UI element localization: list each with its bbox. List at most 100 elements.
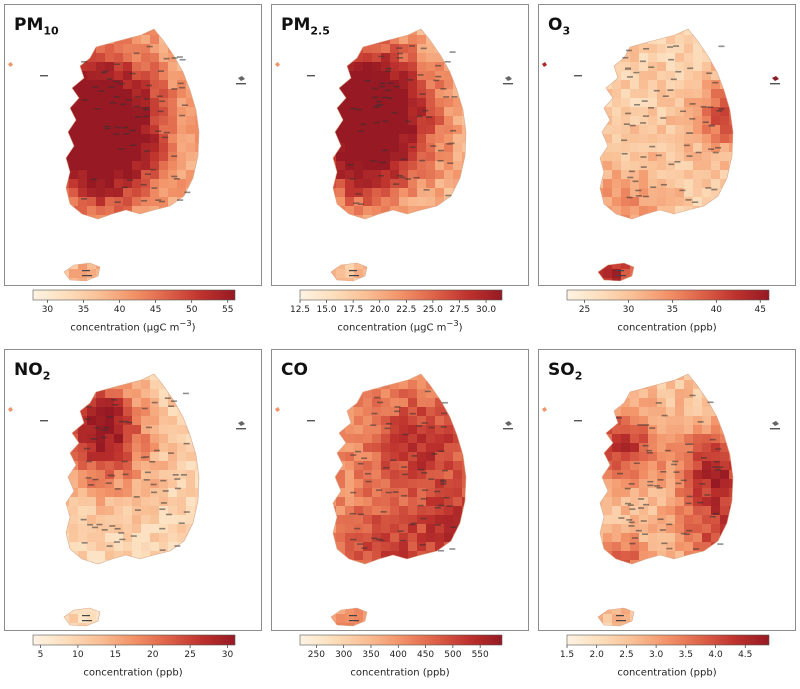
colorbar-tick-label: 250 — [308, 650, 325, 660]
map-region — [738, 551, 748, 561]
map-region — [159, 278, 169, 281]
map-region — [186, 143, 196, 153]
map-region — [720, 80, 730, 90]
map-region — [720, 143, 730, 153]
map-region — [598, 242, 604, 252]
map-region — [78, 80, 88, 90]
map-region — [390, 62, 400, 72]
map-region — [648, 215, 658, 225]
colorbar-tick-label: 30 — [222, 650, 234, 660]
map-region — [612, 224, 622, 234]
map-region — [381, 389, 391, 399]
map-region — [354, 260, 364, 270]
map-region — [603, 380, 613, 390]
map-region — [123, 542, 133, 552]
map-region — [603, 596, 613, 606]
map-region — [331, 470, 337, 480]
map-region — [96, 80, 106, 90]
jeju-label — [616, 275, 626, 277]
map-region — [336, 152, 346, 162]
map-region — [372, 242, 382, 252]
map-region — [141, 35, 151, 45]
map-region — [417, 215, 427, 225]
map-region — [177, 605, 187, 615]
map-region — [657, 443, 667, 453]
map-region — [96, 71, 106, 81]
colorbar-gradient — [566, 289, 770, 301]
map-region — [204, 371, 214, 381]
map-region — [621, 161, 631, 171]
map-region — [381, 443, 391, 453]
map-region — [453, 278, 463, 281]
map-region — [141, 89, 151, 99]
map-region — [204, 623, 214, 631]
map-region — [78, 587, 88, 597]
map-region — [399, 380, 409, 390]
map-region — [132, 488, 142, 498]
map-region — [336, 269, 346, 279]
map-region — [657, 542, 667, 552]
map-region — [693, 578, 703, 588]
map-region — [666, 278, 676, 281]
map-region — [598, 89, 604, 99]
map-region — [363, 497, 373, 507]
map-region — [177, 434, 187, 444]
jeju-label — [349, 620, 359, 622]
map-region — [639, 569, 649, 579]
map-region — [630, 488, 640, 498]
map-region — [453, 125, 463, 135]
map-region — [675, 614, 685, 624]
map-region — [78, 596, 88, 606]
map-region — [471, 551, 481, 561]
map-region — [471, 596, 481, 606]
map-region — [471, 389, 481, 399]
map-region — [69, 188, 79, 198]
map-region — [372, 506, 382, 516]
map-region — [114, 434, 124, 444]
map-region — [417, 98, 427, 108]
map-region — [711, 269, 721, 279]
map-region — [168, 374, 178, 381]
map-region — [195, 578, 199, 588]
map-region — [444, 533, 454, 543]
map-region — [345, 143, 355, 153]
map-region — [453, 506, 463, 516]
map-region — [702, 44, 712, 54]
map-region — [195, 53, 199, 63]
map-region — [639, 434, 649, 444]
map-region — [675, 125, 685, 135]
map-region — [417, 188, 427, 198]
map-region — [204, 80, 214, 90]
map-region — [399, 62, 409, 72]
map-region — [426, 434, 436, 444]
map-region — [417, 251, 427, 261]
map-region — [639, 614, 649, 624]
map-region — [426, 278, 436, 281]
colorbar-tick-label: 450 — [417, 650, 434, 660]
map-region — [87, 524, 97, 534]
island-label — [770, 83, 780, 85]
map-region — [639, 98, 649, 108]
colorbar-tick-label: 3.5 — [679, 650, 693, 660]
map-region — [693, 374, 703, 381]
jeju-label — [349, 275, 359, 277]
map-region — [381, 278, 391, 281]
map-region — [141, 596, 151, 606]
map-region — [114, 170, 124, 180]
map-region — [336, 542, 346, 552]
map-region — [96, 179, 106, 189]
map-region — [195, 242, 199, 252]
map-region — [693, 623, 703, 626]
map-region — [621, 596, 631, 606]
map-region — [372, 29, 382, 36]
map-region — [345, 278, 355, 281]
map-region — [204, 125, 214, 135]
map-region — [96, 623, 106, 626]
map-region — [345, 497, 355, 507]
map-region — [195, 170, 199, 180]
map-region — [87, 551, 97, 561]
map-region — [96, 461, 106, 471]
map-region — [729, 152, 733, 162]
map-region — [435, 35, 445, 45]
map-region — [363, 542, 373, 552]
